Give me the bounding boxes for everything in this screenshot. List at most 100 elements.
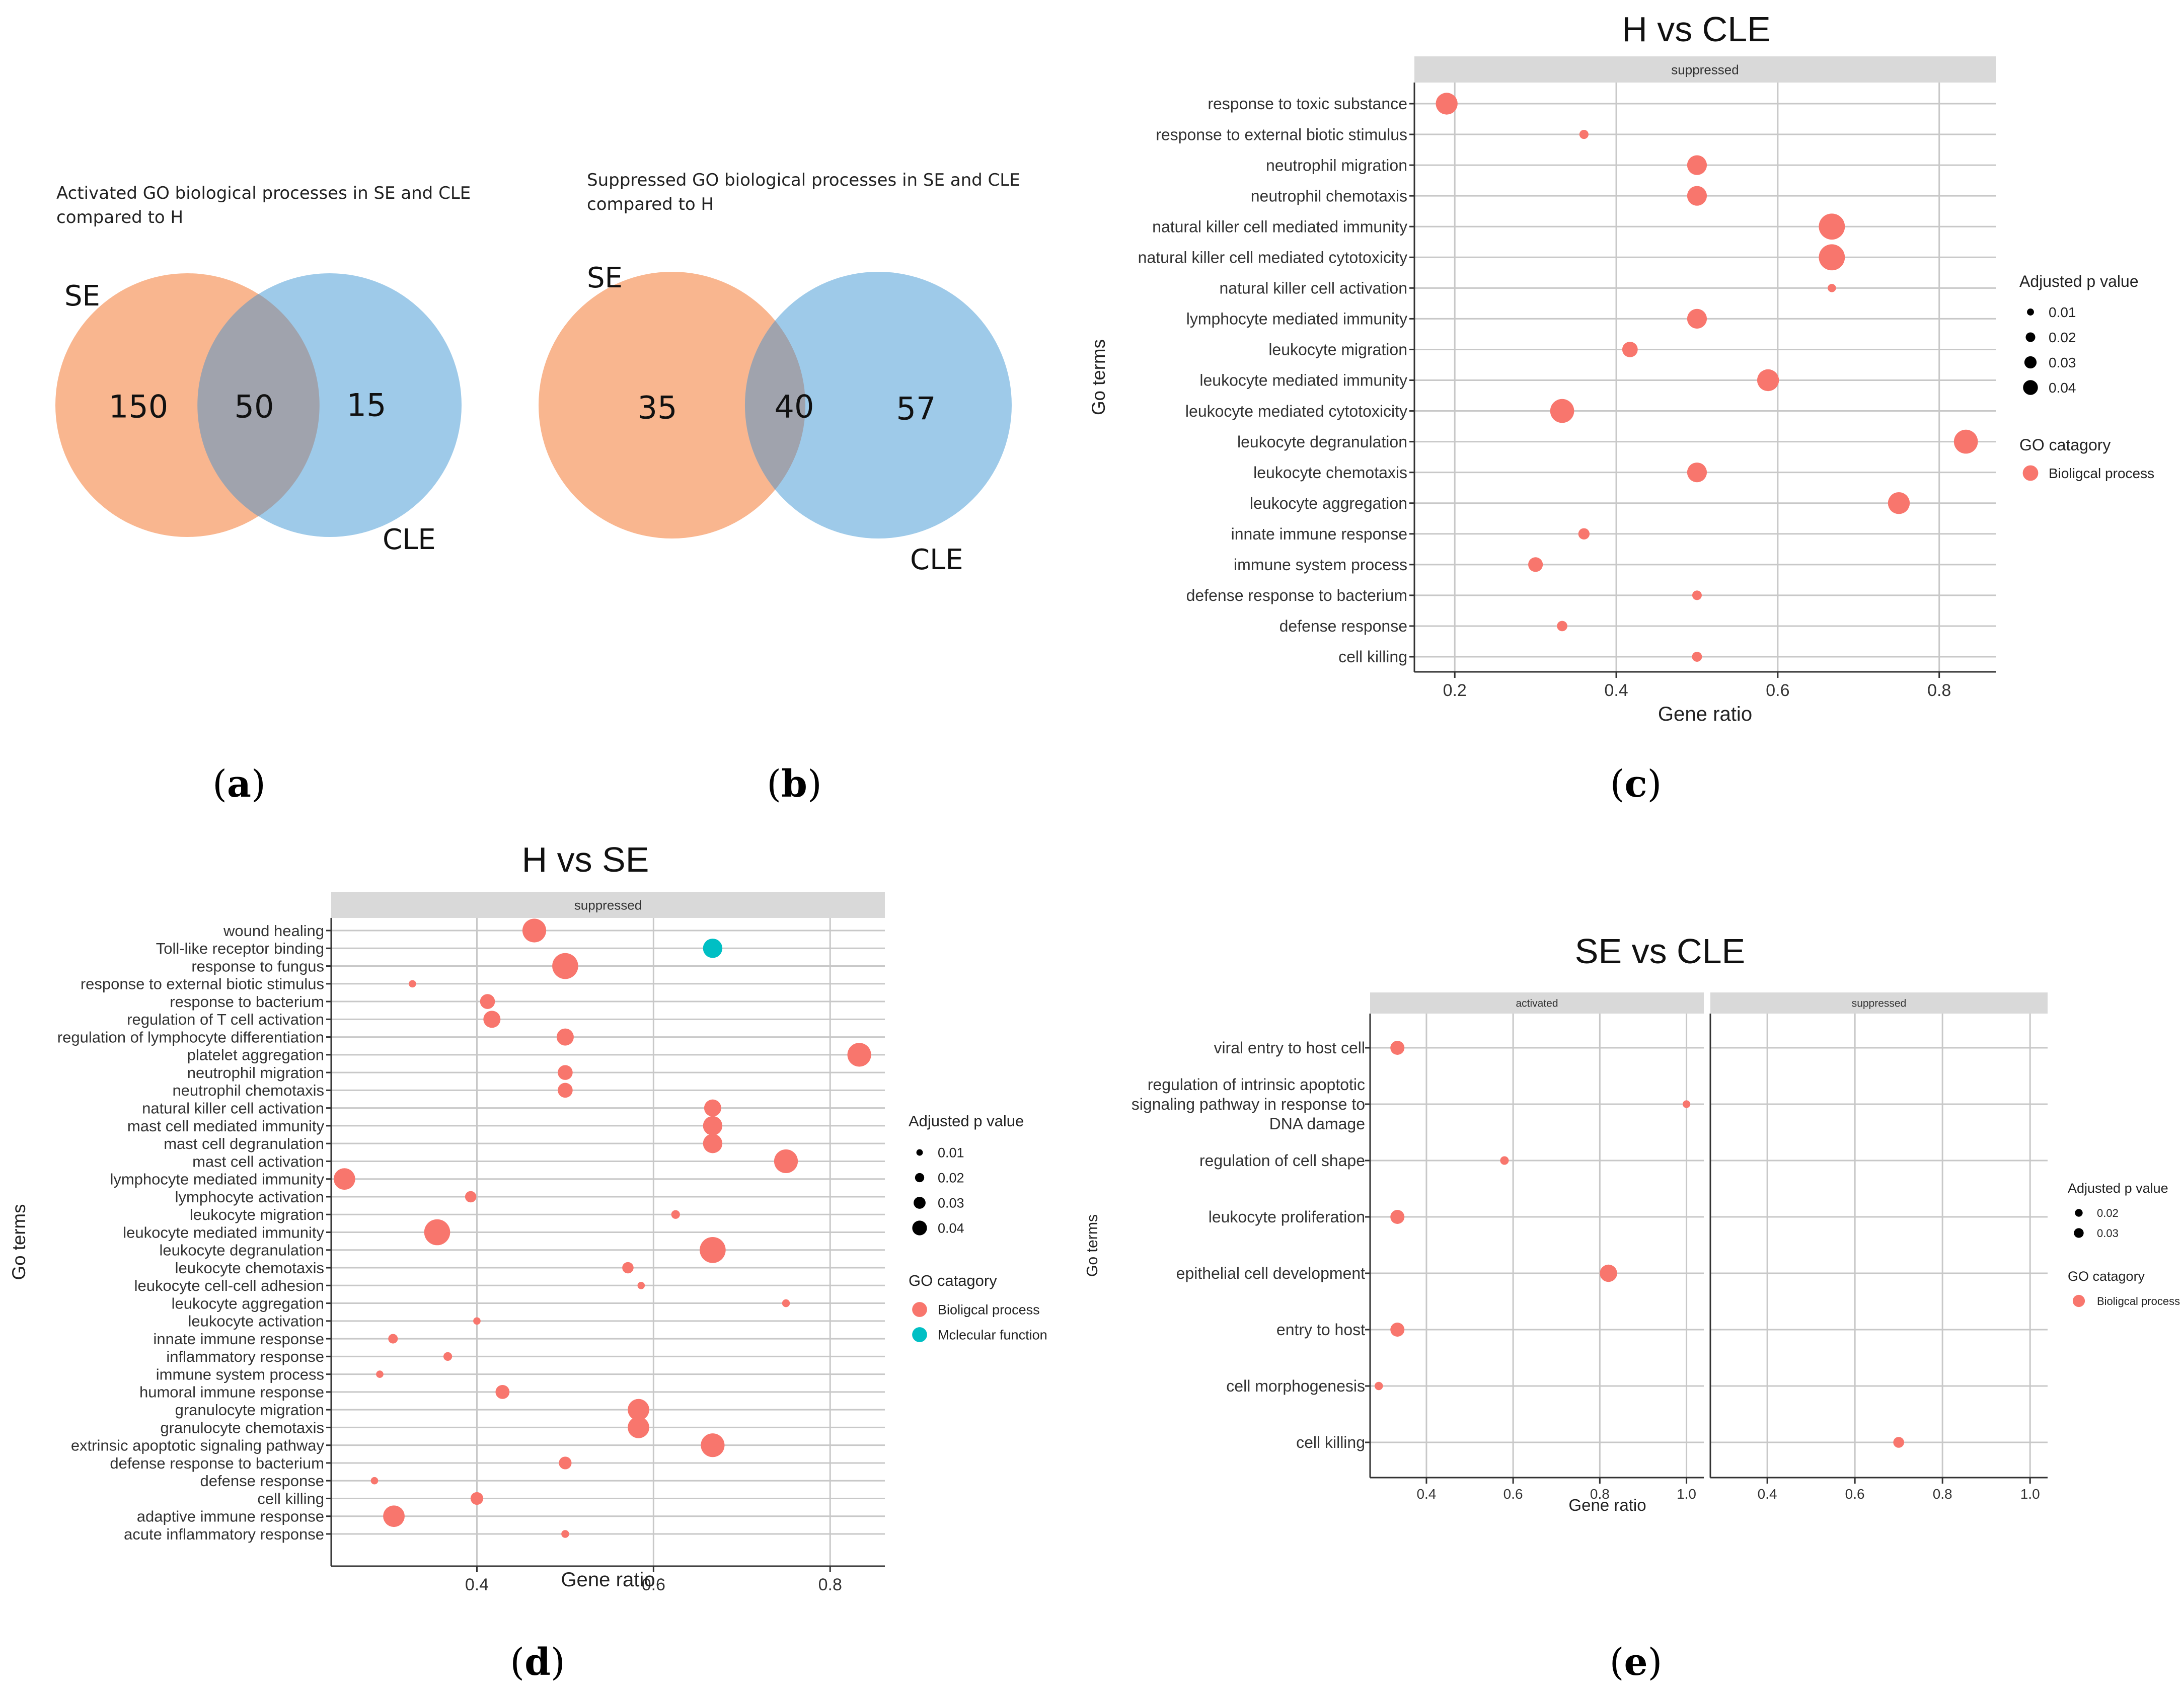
- chart-d-point: [622, 1262, 634, 1274]
- chart-c-term-label: leukocyte migration: [1268, 341, 1407, 359]
- panel-label-a: (a): [212, 762, 266, 806]
- chart-d-size-legend-key: [915, 1173, 925, 1183]
- chart-e-size-legend-key: [2074, 1228, 2084, 1238]
- venn-b-cle-only-count: 57: [896, 390, 936, 427]
- chart-c-point: [1828, 284, 1836, 292]
- chart-e-size-legend-title: Adjusted p value: [2068, 1181, 2168, 1196]
- chart-d-xtick-label: 0.8: [818, 1575, 842, 1594]
- chart-e-facet-label: suppressed: [1852, 998, 1907, 1010]
- chart-e-point: [1682, 1100, 1691, 1108]
- chart-c-xtick-label: 0.6: [1766, 681, 1789, 700]
- chart-c-point: [1687, 155, 1707, 175]
- chart-d-term-label: extrinsic apoptotic signaling pathway: [71, 1437, 325, 1454]
- chart-e-color-legend-title: GO catagory: [2068, 1269, 2145, 1284]
- chart-c-term-label: natural killer cell activation: [1220, 279, 1408, 297]
- chart-d-xtick-label: 0.6: [642, 1575, 665, 1594]
- chart-c-term-label: defense response: [1279, 617, 1407, 635]
- chart-d-size-legend-label: 0.02: [938, 1171, 964, 1186]
- chart-c-term-label: defense response to bacterium: [1186, 586, 1407, 604]
- chart-d-point: [701, 1433, 725, 1457]
- chart-c-xtick-label: 0.4: [1604, 681, 1628, 700]
- chart-e-xtick-label: 0.6: [1845, 1486, 1865, 1502]
- chart-e-xtick-label: 0.8: [1590, 1486, 1610, 1502]
- chart-d-point: [782, 1299, 790, 1307]
- chart-e-term-label: regulation of intrinsic apoptotic: [1148, 1075, 1365, 1094]
- chart-d-point: [703, 1116, 723, 1136]
- chart-c-term-label: response to toxic substance: [1208, 95, 1407, 113]
- venn-a-cle-label: CLE: [383, 523, 436, 556]
- chart-c-term-label: leukocyte aggregation: [1250, 494, 1407, 512]
- chart-c-size-legend-label: 0.02: [2049, 330, 2076, 345]
- chart-e-xtick-label: 0.8: [1933, 1486, 1952, 1502]
- panel-label-a-letter: a: [227, 762, 251, 806]
- chart-c-y-axis-title: Go terms: [1088, 339, 1109, 415]
- chart-c-term-label: natural killer cell mediated immunity: [1152, 217, 1407, 236]
- chart-c-term-label: leukocyte mediated immunity: [1199, 371, 1407, 390]
- chart-d-color-legend-label: Mclecular function: [938, 1328, 1047, 1343]
- venn-a-se-only-count: 150: [108, 388, 169, 425]
- chart-d-xtick-label: 0.4: [465, 1575, 489, 1594]
- chart-d-facet-label: suppressed: [574, 897, 642, 912]
- chart-d: suppressed 0.4 0.6 0.8 wound healingToll-lik…: [9, 892, 1047, 1594]
- chart-d-term-label: leukocyte mediated immunity: [123, 1223, 324, 1241]
- chart-e: activated 0.4 0.6 0.8 1.0 suppressed 0.4 0.6 0.8…: [1084, 992, 2180, 1515]
- chart-c-point: [1436, 93, 1458, 115]
- chart-d-point: [483, 1011, 501, 1028]
- chart-d-point: [424, 1219, 450, 1246]
- chart-d-point: [700, 1237, 726, 1263]
- chart-d-color-legend-key: [912, 1327, 927, 1342]
- chart-c-point: [1687, 186, 1707, 206]
- chart-d-point: [480, 994, 495, 1009]
- chart-c-xtick-label: 0.2: [1443, 681, 1467, 700]
- chart-c-term-label: natural killer cell mediated cytotoxicit…: [1138, 248, 1407, 266]
- chart-e-panel: [1710, 1014, 2048, 1478]
- chart-d-title: H vs SE: [521, 840, 649, 879]
- chart-d-point: [409, 980, 416, 988]
- chart-e-xtick-label: 1.0: [2020, 1486, 2040, 1502]
- panel-label-d-letter: d: [524, 1641, 551, 1684]
- venn-b-se-only-count: 35: [637, 389, 677, 426]
- chart-e-size-legend-key: [2075, 1209, 2083, 1217]
- chart-e-term-label: regulation of cell shape: [1199, 1151, 1365, 1170]
- panel-label-e: (e): [1609, 1641, 1663, 1684]
- chart-e-panel: [1370, 1014, 1704, 1478]
- chart-d-color-legend-key: [912, 1302, 927, 1317]
- chart-d-term-label: lymphocyte mediated immunity: [110, 1171, 324, 1188]
- panel-label-b: (b): [767, 762, 822, 806]
- chart-d-term-label: natural killer cell activation: [142, 1099, 324, 1117]
- chart-d-point: [388, 1334, 398, 1344]
- chart-c-point: [1757, 369, 1779, 392]
- chart-c-size-legend-title: Adjusted p value: [2019, 272, 2139, 290]
- chart-d-term-label: adaptive immune response: [137, 1508, 324, 1525]
- chart-d-point: [556, 1028, 574, 1046]
- chart-e-xtick-label: 0.4: [1758, 1486, 1777, 1502]
- chart-d-term-label: regulation of lymphocyte differentiation: [57, 1028, 324, 1046]
- chart-d-point: [333, 1168, 355, 1190]
- chart-e-term-label: viral entry to host cell: [1214, 1039, 1365, 1057]
- chart-e-color-legend-key: [2072, 1294, 2085, 1307]
- chart-d-term-label: response to fungus: [191, 957, 324, 975]
- chart-d-term-label: leukocyte chemotaxis: [175, 1259, 324, 1277]
- chart-d-term-label: response to external biotic stimulus: [81, 975, 324, 993]
- chart-e-term-label: cell morphogenesis: [1226, 1377, 1365, 1395]
- chart-d-point: [552, 953, 578, 979]
- chart-e-point: [1374, 1381, 1383, 1391]
- chart-d-term-label: leukocyte activation: [188, 1313, 324, 1330]
- panel-label-c: (c): [1610, 762, 1662, 806]
- chart-e-size-legend-label: 0.03: [2097, 1227, 2119, 1240]
- chart-d-size-legend-key: [916, 1149, 923, 1156]
- venn-b-cle-label: CLE: [910, 544, 963, 576]
- chart-c-point: [1578, 528, 1590, 540]
- chart-c-x-axis-title: Gene ratio: [1658, 703, 1752, 725]
- chart-d-term-label: response to bacterium: [170, 993, 324, 1011]
- chart-c-point: [1557, 621, 1567, 632]
- chart-d-term-label: inflammatory response: [166, 1348, 324, 1365]
- chart-c-term-label: leukocyte degranulation: [1237, 433, 1407, 451]
- venn-a-title: Activated GO biological processes in SE …: [56, 181, 471, 229]
- chart-d-term-label: granulocyte chemotaxis: [160, 1419, 324, 1436]
- chart-e-size-legend-label: 0.02: [2097, 1207, 2119, 1219]
- chart-d-point: [383, 1505, 405, 1527]
- chart-d-term-label: cell killing: [257, 1490, 324, 1507]
- charts-layer: suppressed 0.2 0.4 0.6 0.8 response to toxic …: [9, 56, 2180, 1594]
